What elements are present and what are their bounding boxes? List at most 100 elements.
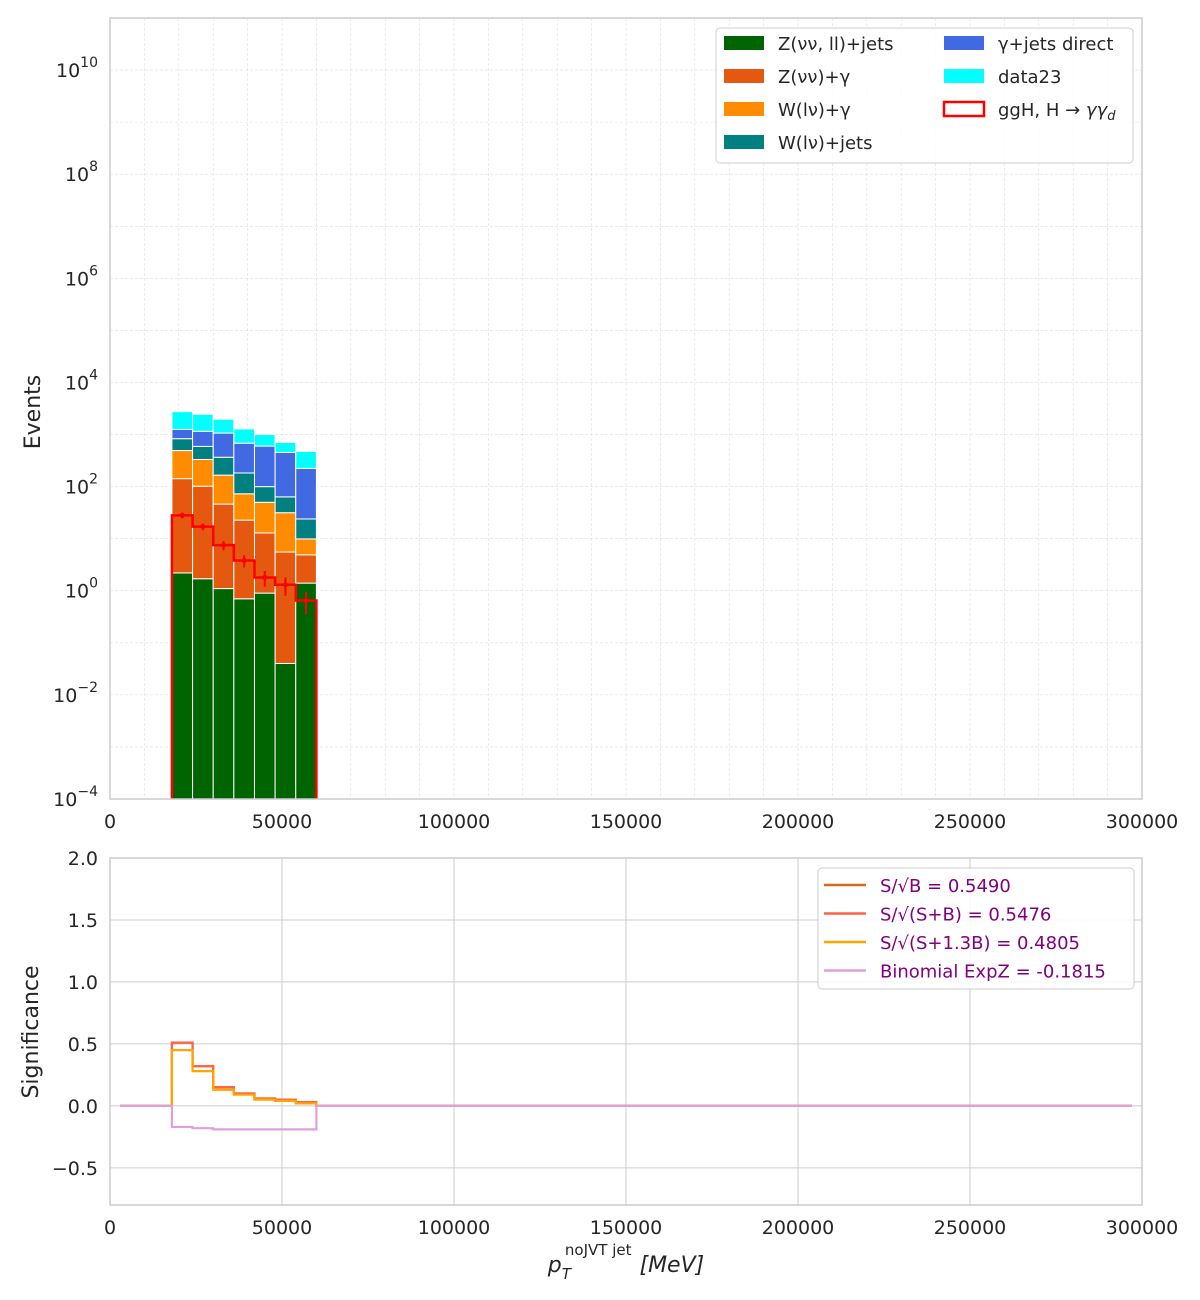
bar-4-bin-6 <box>295 467 317 520</box>
signal-point <box>200 524 206 530</box>
bar-1-bin-6 <box>295 554 317 584</box>
bar-4-bin-2 <box>212 432 235 458</box>
bar-2-bin-1 <box>192 458 214 487</box>
significance-x-tick-label: 0 <box>104 1217 116 1239</box>
events-y-tick-label: 1010 <box>56 55 98 82</box>
signal-point <box>303 597 309 603</box>
signal-label-gamma: γγ <box>1086 100 1109 121</box>
significance-x-axis-label: pTnoJVT jet [MeV] <box>547 1241 704 1283</box>
tick-exp: 0 <box>89 576 98 592</box>
stacked-bars <box>171 411 317 800</box>
events-y-tick-label: 108 <box>65 159 98 186</box>
events-legend: Z(νν, ll)+jets Z(νν)+γ W(lν)+γ W(lν)+jets γ+… <box>715 27 1134 164</box>
bar-4-bin-1 <box>192 430 214 447</box>
signal-label-sub: d <box>1107 109 1116 124</box>
bar-3-bin-2 <box>212 456 235 476</box>
legend-swatch <box>944 36 984 50</box>
tick-exp: 4 <box>89 367 98 383</box>
events-x-tick-label: 300000 <box>1106 811 1179 833</box>
bar-0-bin-3 <box>233 598 255 800</box>
events-x-tick-label: 0 <box>104 811 116 833</box>
significance-x-tick-label: 200000 <box>762 1217 835 1239</box>
tick-base: 10 <box>65 164 89 186</box>
significance-y-tick-label: 0.5 <box>68 1034 98 1056</box>
significance-legend-label: S/√(S+1.3B) = 0.4805 <box>880 933 1080 954</box>
bar-4-bin-3 <box>233 442 255 474</box>
signal-point <box>262 574 268 580</box>
x-label-sup: noJVT jet <box>565 1241 632 1259</box>
bar-3-bin-3 <box>233 472 255 495</box>
bar-3-bin-4 <box>253 486 276 503</box>
legend-label: W(lν)+jets <box>778 133 873 154</box>
bar-1-bin-1 <box>192 485 214 580</box>
events-x-ticks: 0 50000 100000 150000 200000 250000 300000 <box>104 811 1178 833</box>
bar-5-bin-0 <box>171 411 194 430</box>
tick-exp: −4 <box>77 784 98 800</box>
events-panel: 0 50000 100000 150000 200000 250000 300000 10−… <box>21 17 1178 833</box>
tick-base: 10 <box>53 789 77 811</box>
significance-y-tick-label: 0.0 <box>68 1096 98 1118</box>
tick-base: 10 <box>65 372 89 394</box>
legend-label: W(lν)+γ <box>778 100 851 121</box>
significance-line-1 <box>120 1041 1132 1107</box>
legend-swatch-signal <box>942 100 986 118</box>
legend-label: Z(νν, ll)+jets <box>778 34 894 55</box>
events-y-tick-label: 104 <box>65 367 98 394</box>
bar-0-bin-6 <box>295 582 317 800</box>
bar-5-bin-1 <box>192 413 214 432</box>
significance-legend-box <box>817 867 1135 990</box>
bar-3-bin-0 <box>171 438 194 452</box>
significance-panel: 0 50000 100000 150000 200000 250000 300000 −0.… <box>19 848 1178 1283</box>
legend-label: γ+jets direct <box>998 34 1113 55</box>
bar-3-bin-5 <box>274 496 297 514</box>
tick-exp: 6 <box>89 263 98 279</box>
legend-swatch <box>944 69 984 83</box>
events-x-tick-label: 200000 <box>762 811 835 833</box>
bar-2-bin-2 <box>212 474 235 505</box>
x-label-unit: [MeV] <box>639 1253 704 1278</box>
tick-base: 10 <box>65 268 89 290</box>
bar-0-bin-4 <box>253 592 276 800</box>
bar-2-bin-5 <box>274 512 297 553</box>
significance-y-axis-label: Significance <box>19 965 44 1098</box>
significance-y-tick-label: −0.5 <box>52 1158 98 1180</box>
events-x-tick-label: 250000 <box>934 811 1007 833</box>
significance-y-tick-label: 1.5 <box>68 910 98 932</box>
tick-exp: −2 <box>77 680 98 696</box>
bar-2-bin-3 <box>233 493 255 521</box>
significance-legend-label: Binomial ExpZ = -0.1815 <box>880 962 1106 983</box>
events-y-tick-label: 10−2 <box>53 680 98 707</box>
significance-x-tick-label: 100000 <box>418 1217 491 1239</box>
events-y-axis-label: Events <box>21 375 46 450</box>
bar-1-bin-0 <box>171 478 194 574</box>
bar-4-bin-4 <box>253 445 276 488</box>
bar-0-bin-5 <box>274 662 297 800</box>
signal-label-main: ggH, H <box>998 100 1059 121</box>
bar-5-bin-6 <box>295 450 317 469</box>
bar-5-bin-3 <box>233 428 255 444</box>
x-label-p: p <box>547 1253 562 1278</box>
significance-y-tick-label: 1.0 <box>68 972 98 994</box>
events-y-tick-label: 102 <box>65 472 98 499</box>
legend-label: Z(νν)+γ <box>778 67 851 88</box>
significance-x-tick-label: 50000 <box>252 1217 312 1239</box>
significance-y-tick-label: 2.0 <box>68 848 98 870</box>
signal-point <box>282 582 288 588</box>
tick-exp: 2 <box>89 472 98 488</box>
signal-point <box>221 542 227 548</box>
bar-1-bin-5 <box>274 551 297 664</box>
events-y-tick-label: 100 <box>65 576 98 603</box>
legend-label-signal: ggH, H → γγd <box>998 100 1116 124</box>
legend-swatch <box>724 36 764 50</box>
tick-base: 10 <box>65 477 89 499</box>
bar-2-bin-4 <box>253 501 276 534</box>
bar-5-bin-4 <box>253 434 276 447</box>
events-y-tick-label: 10−4 <box>53 784 98 811</box>
bar-0-bin-0 <box>171 572 194 800</box>
signal-histogram <box>170 512 318 799</box>
events-plot-frame <box>109 17 1143 800</box>
legend-swatch <box>724 135 764 149</box>
bar-4-bin-0 <box>171 428 194 440</box>
bar-3-bin-1 <box>192 445 214 460</box>
